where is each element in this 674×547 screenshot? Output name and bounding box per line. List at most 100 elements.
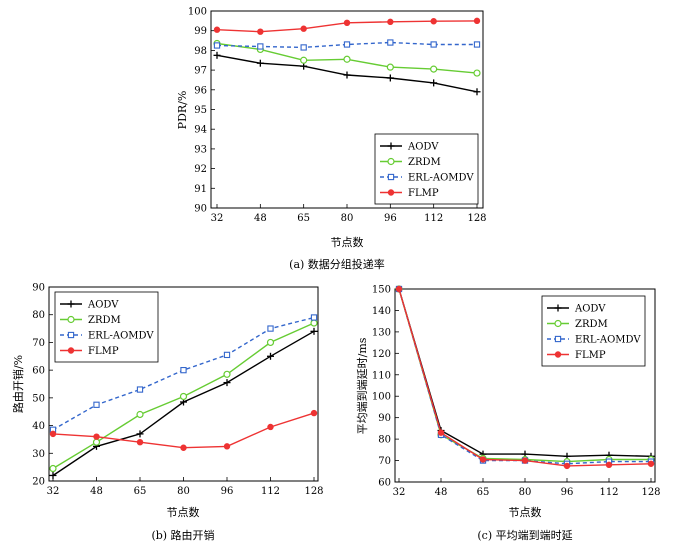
chart-b-ylabel: 路由开销/%	[11, 355, 25, 413]
chart-c-legend-marker	[554, 319, 562, 328]
chart-b-point-zrdm	[179, 392, 188, 401]
chart-b-point-erl-aomdv	[223, 351, 231, 359]
chart-a-ytick-label: 96	[194, 85, 207, 96]
chart-b-point-aodv	[49, 471, 57, 479]
chart-b-point-erl-aomdv	[136, 386, 144, 393]
chart-b-ytick-label: 20	[32, 477, 45, 488]
chart-a-legend-item: AODV	[380, 142, 439, 153]
chart-a-xtick-label: 48	[254, 213, 267, 224]
chart-b-line-flmp	[52, 412, 315, 449]
chart-c-xtick-label: 65	[477, 487, 490, 498]
chart-a-legend-marker	[387, 189, 395, 196]
chart-b-series-zrdm	[49, 319, 318, 473]
chart-c-ytick-label: 120	[372, 349, 391, 360]
chart-b-legend-item: AODV	[60, 300, 119, 311]
chart-b-point-aodv	[267, 352, 274, 360]
chart-b-point-zrdm	[136, 410, 144, 419]
chart-c-series-flmp	[395, 285, 655, 470]
chart-a-point-flmp	[257, 28, 264, 35]
chart-c-ytick-label: 130	[372, 327, 391, 338]
chart-c-ytick-label: 110	[372, 370, 391, 381]
chart-b-point-flmp	[310, 409, 318, 417]
chart-b-point-flmp	[267, 423, 274, 431]
chart-c-series-layer	[395, 285, 655, 470]
chart-c-point-flmp	[605, 461, 613, 469]
chart-b-xtick-label: 48	[90, 486, 103, 497]
chart-b-xtick-label: 96	[221, 486, 234, 497]
chart-c-legend-item: AODV	[547, 304, 606, 315]
chart-a-point-aodv	[213, 51, 221, 59]
chart-b-point-zrdm	[92, 438, 101, 446]
chart-a-legend: AODV ZRDM ERL-AOMDV FLMP	[374, 133, 479, 205]
chart-a-legend-label: ZRDM	[408, 157, 441, 168]
chart-a-point-erl-aomdv	[387, 39, 394, 46]
chart-b-ytick-label: 40	[32, 421, 45, 432]
chart-c-legend: AODV ZRDM ERL-AOMDV FLMP	[541, 295, 646, 367]
chart-b-ytick-label: 90	[32, 283, 45, 294]
chart-b-xtick-label: 112	[261, 486, 280, 497]
chart-a-point-erl-aomdv	[257, 43, 264, 50]
chart-a-xtick-label: 32	[211, 213, 224, 224]
chart-b-legend-item: ERL-AOMDV	[60, 331, 154, 342]
chart-c-legend-item: ZRDM	[547, 319, 608, 330]
chart-a-ytick-label: 100	[188, 7, 207, 18]
chart-a-legend-marker	[387, 157, 395, 166]
chart-a-ylabel: PDR/%	[176, 91, 189, 130]
chart-b-point-flmp	[93, 433, 100, 440]
chart-a-grid-and-ticks: 90 91 92 93 94 95 96 97 98 99 100 32 48 65 80 96 112 128	[188, 7, 487, 225]
chart-b-series-flmp	[49, 409, 318, 451]
chart-c-ytick-label: 100	[372, 392, 391, 403]
chart-a-point-erl-aomdv	[300, 44, 307, 51]
chart-c-point-flmp	[563, 462, 571, 470]
chart-c-caption: (c) 平均端到端时延	[477, 529, 572, 542]
chart-c-ylabel: 平均端到端延时/ms	[356, 337, 369, 434]
chart-b-point-erl-aomdv	[310, 314, 318, 321]
chart-a-legend-item: FLMP	[380, 188, 439, 199]
chart-c-legend-marker	[554, 335, 562, 343]
chart-a-point-aodv	[256, 59, 264, 67]
chart-a-legend-item: ERL-AOMDV	[380, 173, 474, 184]
chart-a-point-zrdm	[343, 55, 351, 63]
chart-a-xtick-label: 96	[384, 213, 397, 224]
chart-a-point-flmp	[430, 18, 437, 25]
chart-a-ytick-label: 94	[194, 125, 207, 136]
chart-a-legend-marker	[387, 142, 395, 150]
chart-a-series-erl-aomdv	[213, 39, 481, 51]
chart-b-legend: AODV ZRDM ERL-AOMDV FLMP	[54, 291, 159, 363]
chart-b-point-erl-aomdv	[180, 366, 187, 374]
chart-a-legend-label: AODV	[407, 142, 439, 153]
chart-a-point-aodv	[386, 74, 394, 82]
chart-b-point-flmp	[136, 439, 144, 446]
chart-a-ytick-label: 95	[194, 105, 207, 116]
chart-a-series-aodv	[213, 51, 481, 96]
chart-a-legend-item: ZRDM	[380, 157, 441, 168]
chart-b-point-erl-aomdv	[267, 325, 274, 332]
chart-a-xtick-label: 80	[341, 213, 354, 224]
chart-c-ytick-label: 70	[378, 456, 391, 467]
chart-a-point-flmp	[300, 25, 307, 32]
chart-c-xtick-label: 48	[435, 487, 448, 498]
chart-a-xtick-label: 128	[467, 213, 486, 224]
chart-c-ytick-label: 60	[378, 478, 391, 489]
chart-b-legend-label: ZRDM	[88, 315, 121, 326]
chart-c-point-flmp	[437, 429, 445, 436]
chart-a-ytick-label: 97	[194, 66, 207, 77]
chart-a-legend-label: ERL-AOMDV	[408, 173, 474, 184]
chart-a-point-zrdm	[473, 69, 481, 77]
chart-c-legend-label: AODV	[574, 304, 606, 315]
chart-a-point-zrdm	[300, 56, 308, 64]
chart-b-xtick-label: 80	[177, 486, 190, 497]
chart-a-point-erl-aomdv	[213, 42, 221, 49]
chart-a-point-aodv	[343, 71, 351, 79]
chart-c-legend-item: FLMP	[547, 350, 606, 361]
chart-a-ytick-label: 99	[194, 26, 207, 37]
chart-b-ytick-label: 60	[32, 366, 45, 377]
chart-c-legend-label: FLMP	[575, 350, 606, 361]
chart-b-legend-marker	[67, 300, 75, 308]
chart-a-ytick-label: 93	[194, 144, 207, 155]
chart-b-ytick-label: 30	[32, 449, 45, 460]
chart-a-point-flmp	[343, 19, 351, 27]
chart-c-point-flmp	[647, 460, 655, 467]
chart-c-legend-label: ZRDM	[575, 319, 608, 330]
